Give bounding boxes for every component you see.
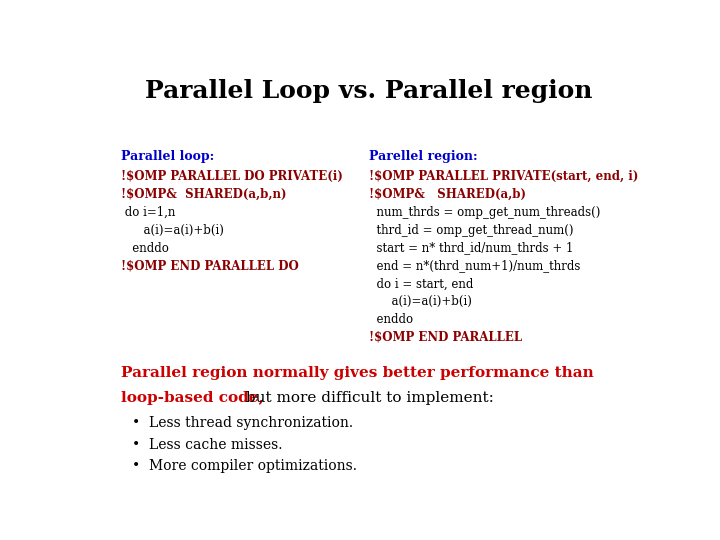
Text: Parallel loop:: Parallel loop: <box>121 150 214 163</box>
Text: end = n*(thrd_num+1)/num_thrds: end = n*(thrd_num+1)/num_thrds <box>369 259 580 272</box>
Text: !$OMP&   SHARED(a,b): !$OMP& SHARED(a,b) <box>369 188 526 201</box>
Text: Less cache misses.: Less cache misses. <box>148 438 282 452</box>
Text: !$OMP PARALLEL DO PRIVATE(i): !$OMP PARALLEL DO PRIVATE(i) <box>121 170 343 183</box>
Text: !$OMP PARALLEL PRIVATE(start, end, i): !$OMP PARALLEL PRIVATE(start, end, i) <box>369 170 639 183</box>
Text: a(i)=a(i)+b(i): a(i)=a(i)+b(i) <box>121 224 224 237</box>
Text: thrd_id = omp_get_thread_num(): thrd_id = omp_get_thread_num() <box>369 224 574 237</box>
Text: Parallel Loop vs. Parallel region: Parallel Loop vs. Parallel region <box>145 79 593 103</box>
Text: Parellel region:: Parellel region: <box>369 150 477 163</box>
Text: •: • <box>132 438 140 452</box>
Text: !$OMP END PARALLEL DO: !$OMP END PARALLEL DO <box>121 259 299 272</box>
Text: do i=1,n: do i=1,n <box>121 206 175 219</box>
Text: a(i)=a(i)+b(i): a(i)=a(i)+b(i) <box>369 295 472 308</box>
Text: •: • <box>132 416 140 430</box>
Text: enddo: enddo <box>121 241 168 254</box>
Text: •: • <box>132 460 140 474</box>
Text: enddo: enddo <box>369 313 413 326</box>
Text: loop-based code,: loop-based code, <box>121 391 264 405</box>
Text: num_thrds = omp_get_num_threads(): num_thrds = omp_get_num_threads() <box>369 206 600 219</box>
Text: Parallel region normally gives better performance than: Parallel region normally gives better pe… <box>121 366 593 380</box>
Text: but more difficult to implement:: but more difficult to implement: <box>240 391 493 405</box>
Text: More compiler optimizations.: More compiler optimizations. <box>148 460 356 474</box>
Text: do i = start, end: do i = start, end <box>369 277 473 291</box>
Text: Less thread synchronization.: Less thread synchronization. <box>148 416 353 430</box>
Text: !$OMP&  SHARED(a,b,n): !$OMP& SHARED(a,b,n) <box>121 188 286 201</box>
Text: start = n* thrd_id/num_thrds + 1: start = n* thrd_id/num_thrds + 1 <box>369 241 573 254</box>
Text: !$OMP END PARALLEL: !$OMP END PARALLEL <box>369 331 522 344</box>
